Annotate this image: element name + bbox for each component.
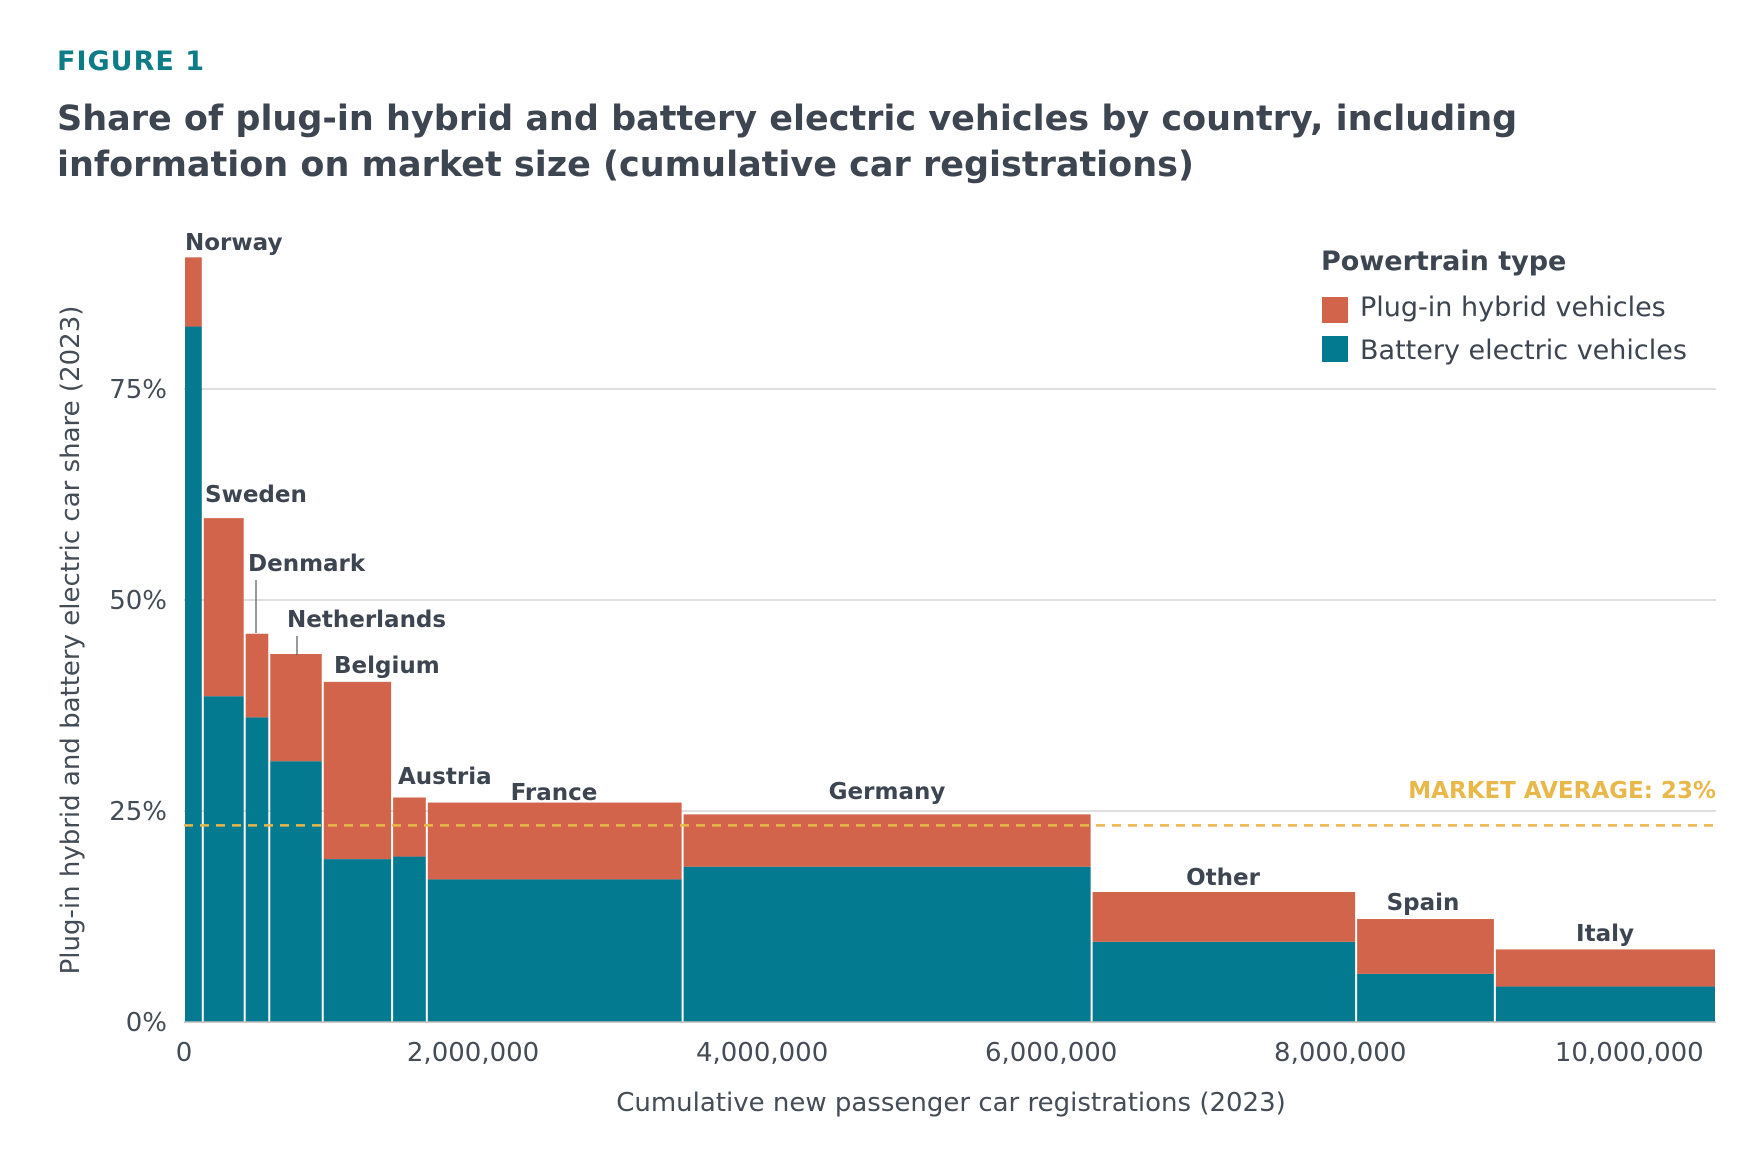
x-tick-label: 8,000,000 [1274,1038,1406,1068]
bar-bev-netherlands [270,761,322,1022]
bar-phev-netherlands [270,654,322,762]
bar-bev-belgium [323,859,392,1022]
bar-phev-italy [1495,949,1715,987]
market-average-label: MARKET AVERAGE: 23% [1408,778,1716,804]
x-axis-label: Cumulative new passenger car registratio… [616,1088,1286,1118]
bar-bev-spain [1357,973,1494,1022]
legend-label-bev: Battery electric vehicles [1360,335,1687,366]
bar-bev-italy [1495,986,1715,1022]
country-label-denmark: Denmark [248,551,366,577]
legend: Powertrain type Plug-in hybrid vehicles … [1321,246,1687,366]
y-axis-label: Plug-in hybrid and battery electric car … [56,306,86,975]
bar-phev-denmark [245,633,269,718]
bar-bev-norway [185,326,202,1022]
country-label-norway: Norway [185,230,282,256]
bar-phev-austria [393,797,426,857]
bar-bev-denmark [245,717,269,1022]
legend-title: Powertrain type [1321,246,1566,277]
bar-phev-france [427,802,682,880]
y-tick-label: 75% [109,375,167,405]
market-average: MARKET AVERAGE: 23% [184,778,1716,827]
bars [185,257,1715,1022]
legend-swatch-phev [1322,297,1348,323]
x-tick-label: 6,000,000 [985,1038,1117,1068]
country-label-netherlands: Netherlands [287,607,446,633]
country-label-belgium: Belgium [334,653,440,679]
bar-phev-germany [683,814,1091,867]
country-labels: Norway Sweden Denmark Netherlands Belgium Aus… [185,230,1634,947]
bar-phev-norway [185,257,202,327]
bar-phev-sweden [203,518,244,697]
x-tick-label: 0 [176,1038,193,1068]
bar-bev-germany [683,866,1091,1022]
bar-phev-belgium [323,681,392,860]
axes: 0% 25% 50% 75% 0 2,000,000 4,000,000 6,000,000 8… [109,375,1716,1068]
figure-label: FIGURE 1 [57,46,205,77]
y-tick-label: 25% [109,797,167,827]
chart-title: Share of plug-in hybrid and battery elec… [57,99,1518,185]
bar-bev-other [1092,941,1356,1022]
bar-bev-sweden [203,696,244,1022]
x-tick-label: 2,000,000 [407,1038,539,1068]
bar-phev-spain [1357,919,1494,974]
x-tick-label: 10,000,000 [1555,1038,1704,1068]
country-label-spain: Spain [1387,890,1460,916]
bar-bev-austria [393,856,426,1022]
legend-swatch-bev [1322,336,1348,362]
country-label-italy: Italy [1576,921,1634,947]
x-tick-label: 4,000,000 [696,1038,828,1068]
country-label-germany: Germany [829,779,946,805]
country-label-france: France [511,780,598,806]
country-label-austria: Austria [398,764,492,790]
bar-bev-france [427,879,682,1022]
legend-label-phev: Plug-in hybrid vehicles [1360,292,1666,323]
y-tick-label: 0% [126,1008,167,1038]
gridlines [184,388,1716,812]
country-label-sweden: Sweden [205,482,307,508]
country-label-other: Other [1186,865,1261,891]
y-tick-label: 50% [109,586,167,616]
bar-phev-other [1092,892,1356,942]
